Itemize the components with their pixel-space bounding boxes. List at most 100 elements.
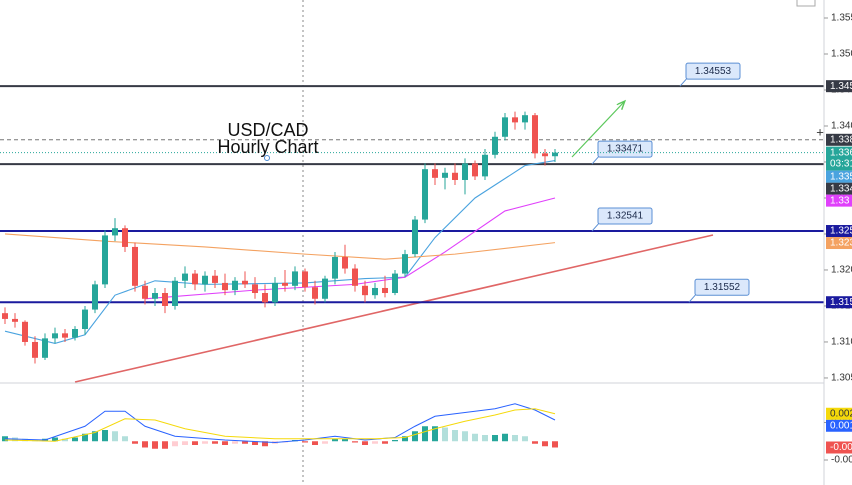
candle-body xyxy=(202,275,208,285)
candle-body xyxy=(252,284,258,294)
macd-tag-label: 0.0017 xyxy=(830,420,852,431)
macd-tag xyxy=(826,441,852,454)
y-tick-label: 1.310 xyxy=(831,337,852,348)
macd-histogram-bar xyxy=(352,441,358,443)
candle-body xyxy=(362,285,368,296)
candle-body xyxy=(62,333,68,338)
projection-arrow xyxy=(571,102,624,158)
candle-body xyxy=(232,280,238,291)
macd-tag xyxy=(826,419,852,432)
price-tag xyxy=(826,225,852,238)
price-tag xyxy=(826,170,852,183)
macd-histogram-bar xyxy=(452,430,458,442)
macd-histogram-bar xyxy=(102,430,108,442)
price-tag xyxy=(826,80,852,93)
macd-histogram-bar xyxy=(242,441,248,444)
callout-box xyxy=(597,140,653,158)
macd-histogram-bar xyxy=(422,426,428,442)
candle-body xyxy=(492,136,498,155)
macd-histogram-bar xyxy=(332,438,338,442)
macd-histogram-bar xyxy=(522,436,528,442)
candle-body xyxy=(502,117,508,137)
candle-body xyxy=(412,219,418,255)
macd-tag-label: 0.0022 xyxy=(830,408,852,419)
candle-body xyxy=(272,282,278,303)
window-icon[interactable] xyxy=(796,0,816,7)
macd-histogram-bar xyxy=(252,441,258,445)
macd-histogram-bar xyxy=(62,438,68,442)
chart-title: USD/CAD xyxy=(227,120,308,140)
candle-body xyxy=(72,329,78,338)
candle-body xyxy=(32,341,38,358)
price-tag-label: 1.3352 xyxy=(830,171,852,182)
callout-label: 1.31552 xyxy=(704,282,741,293)
macd-histogram-bar xyxy=(462,431,468,442)
macd-histogram-bar xyxy=(122,436,128,442)
macd-histogram-bar xyxy=(432,426,438,442)
candle-body xyxy=(92,284,98,310)
macd-histogram-bar xyxy=(552,441,558,448)
macd-histogram-bar xyxy=(132,441,138,444)
candle-body xyxy=(432,169,438,178)
candle-body xyxy=(372,287,378,296)
candle-body xyxy=(512,117,518,123)
y-tick-label: 1.355 xyxy=(831,13,852,24)
macd-histogram-bar xyxy=(482,435,488,442)
chart-subtitle: Hourly Chart xyxy=(217,137,318,157)
candle-body xyxy=(352,268,358,286)
price-tag-label: 1.3363 xyxy=(830,147,852,158)
macd-histogram-bar xyxy=(382,441,388,444)
price-tag-label: 1.32541 xyxy=(830,226,852,237)
macd-histogram-bar xyxy=(502,433,508,442)
price-tag xyxy=(826,182,852,195)
candle-body xyxy=(522,115,528,123)
macd-histogram-bar xyxy=(322,441,328,444)
macd-histogram-bar xyxy=(232,441,238,444)
macd-histogram-bar xyxy=(262,441,268,447)
callout-box xyxy=(597,207,653,225)
y-tick-label: 1.340 xyxy=(831,121,852,132)
macd-histogram-bar xyxy=(182,441,188,445)
macd-histogram-bar xyxy=(492,435,498,442)
macd-line xyxy=(4,408,556,442)
plot-area: 1.34553 1.33471 1.32541 1.31552 xyxy=(0,0,824,485)
macd-histogram-bar xyxy=(202,441,208,444)
price-tag-label: 1.33 xyxy=(830,195,850,206)
macd-histogram-bar xyxy=(532,441,538,444)
candle-body xyxy=(212,275,218,283)
macd-histogram-bar xyxy=(392,440,398,442)
candle-body xyxy=(142,285,148,299)
callout-label: 1.32541 xyxy=(607,211,644,222)
macd-histogram-bar xyxy=(222,441,228,445)
candle-body xyxy=(452,172,458,180)
candle-body xyxy=(172,280,178,306)
macd-histogram-bar xyxy=(212,441,218,444)
macd-y-tick-label: -0.0015 xyxy=(831,455,852,466)
macd-histogram-bar xyxy=(52,437,58,442)
crosshair-plus: + xyxy=(816,124,824,139)
y-tick-label: 1.305 xyxy=(831,373,852,384)
macd-histogram-bar xyxy=(472,433,478,442)
macd-line xyxy=(4,403,556,444)
candle-body xyxy=(102,235,108,285)
candle-body xyxy=(2,313,8,319)
price-tag xyxy=(826,237,852,250)
countdown-label: 03:31 xyxy=(830,158,852,169)
callout-box xyxy=(685,62,741,80)
y-tick-label: 1.350 xyxy=(831,49,852,60)
candle-body xyxy=(22,321,28,342)
macd-histogram-bar xyxy=(142,441,148,448)
macd-histogram-bar xyxy=(152,441,158,449)
candle-body xyxy=(472,163,478,177)
candle-body xyxy=(382,287,388,294)
trend-line xyxy=(74,234,714,383)
macd-histogram-bar xyxy=(192,441,198,445)
price-tag-label: 1.33471 xyxy=(830,183,852,194)
macd-histogram-bar xyxy=(342,438,348,442)
price-tag xyxy=(826,133,852,146)
candle-body xyxy=(482,154,488,177)
candle-body xyxy=(392,273,398,294)
price-tag-label: 1.34553 xyxy=(830,81,852,92)
candle-body xyxy=(122,228,128,247)
